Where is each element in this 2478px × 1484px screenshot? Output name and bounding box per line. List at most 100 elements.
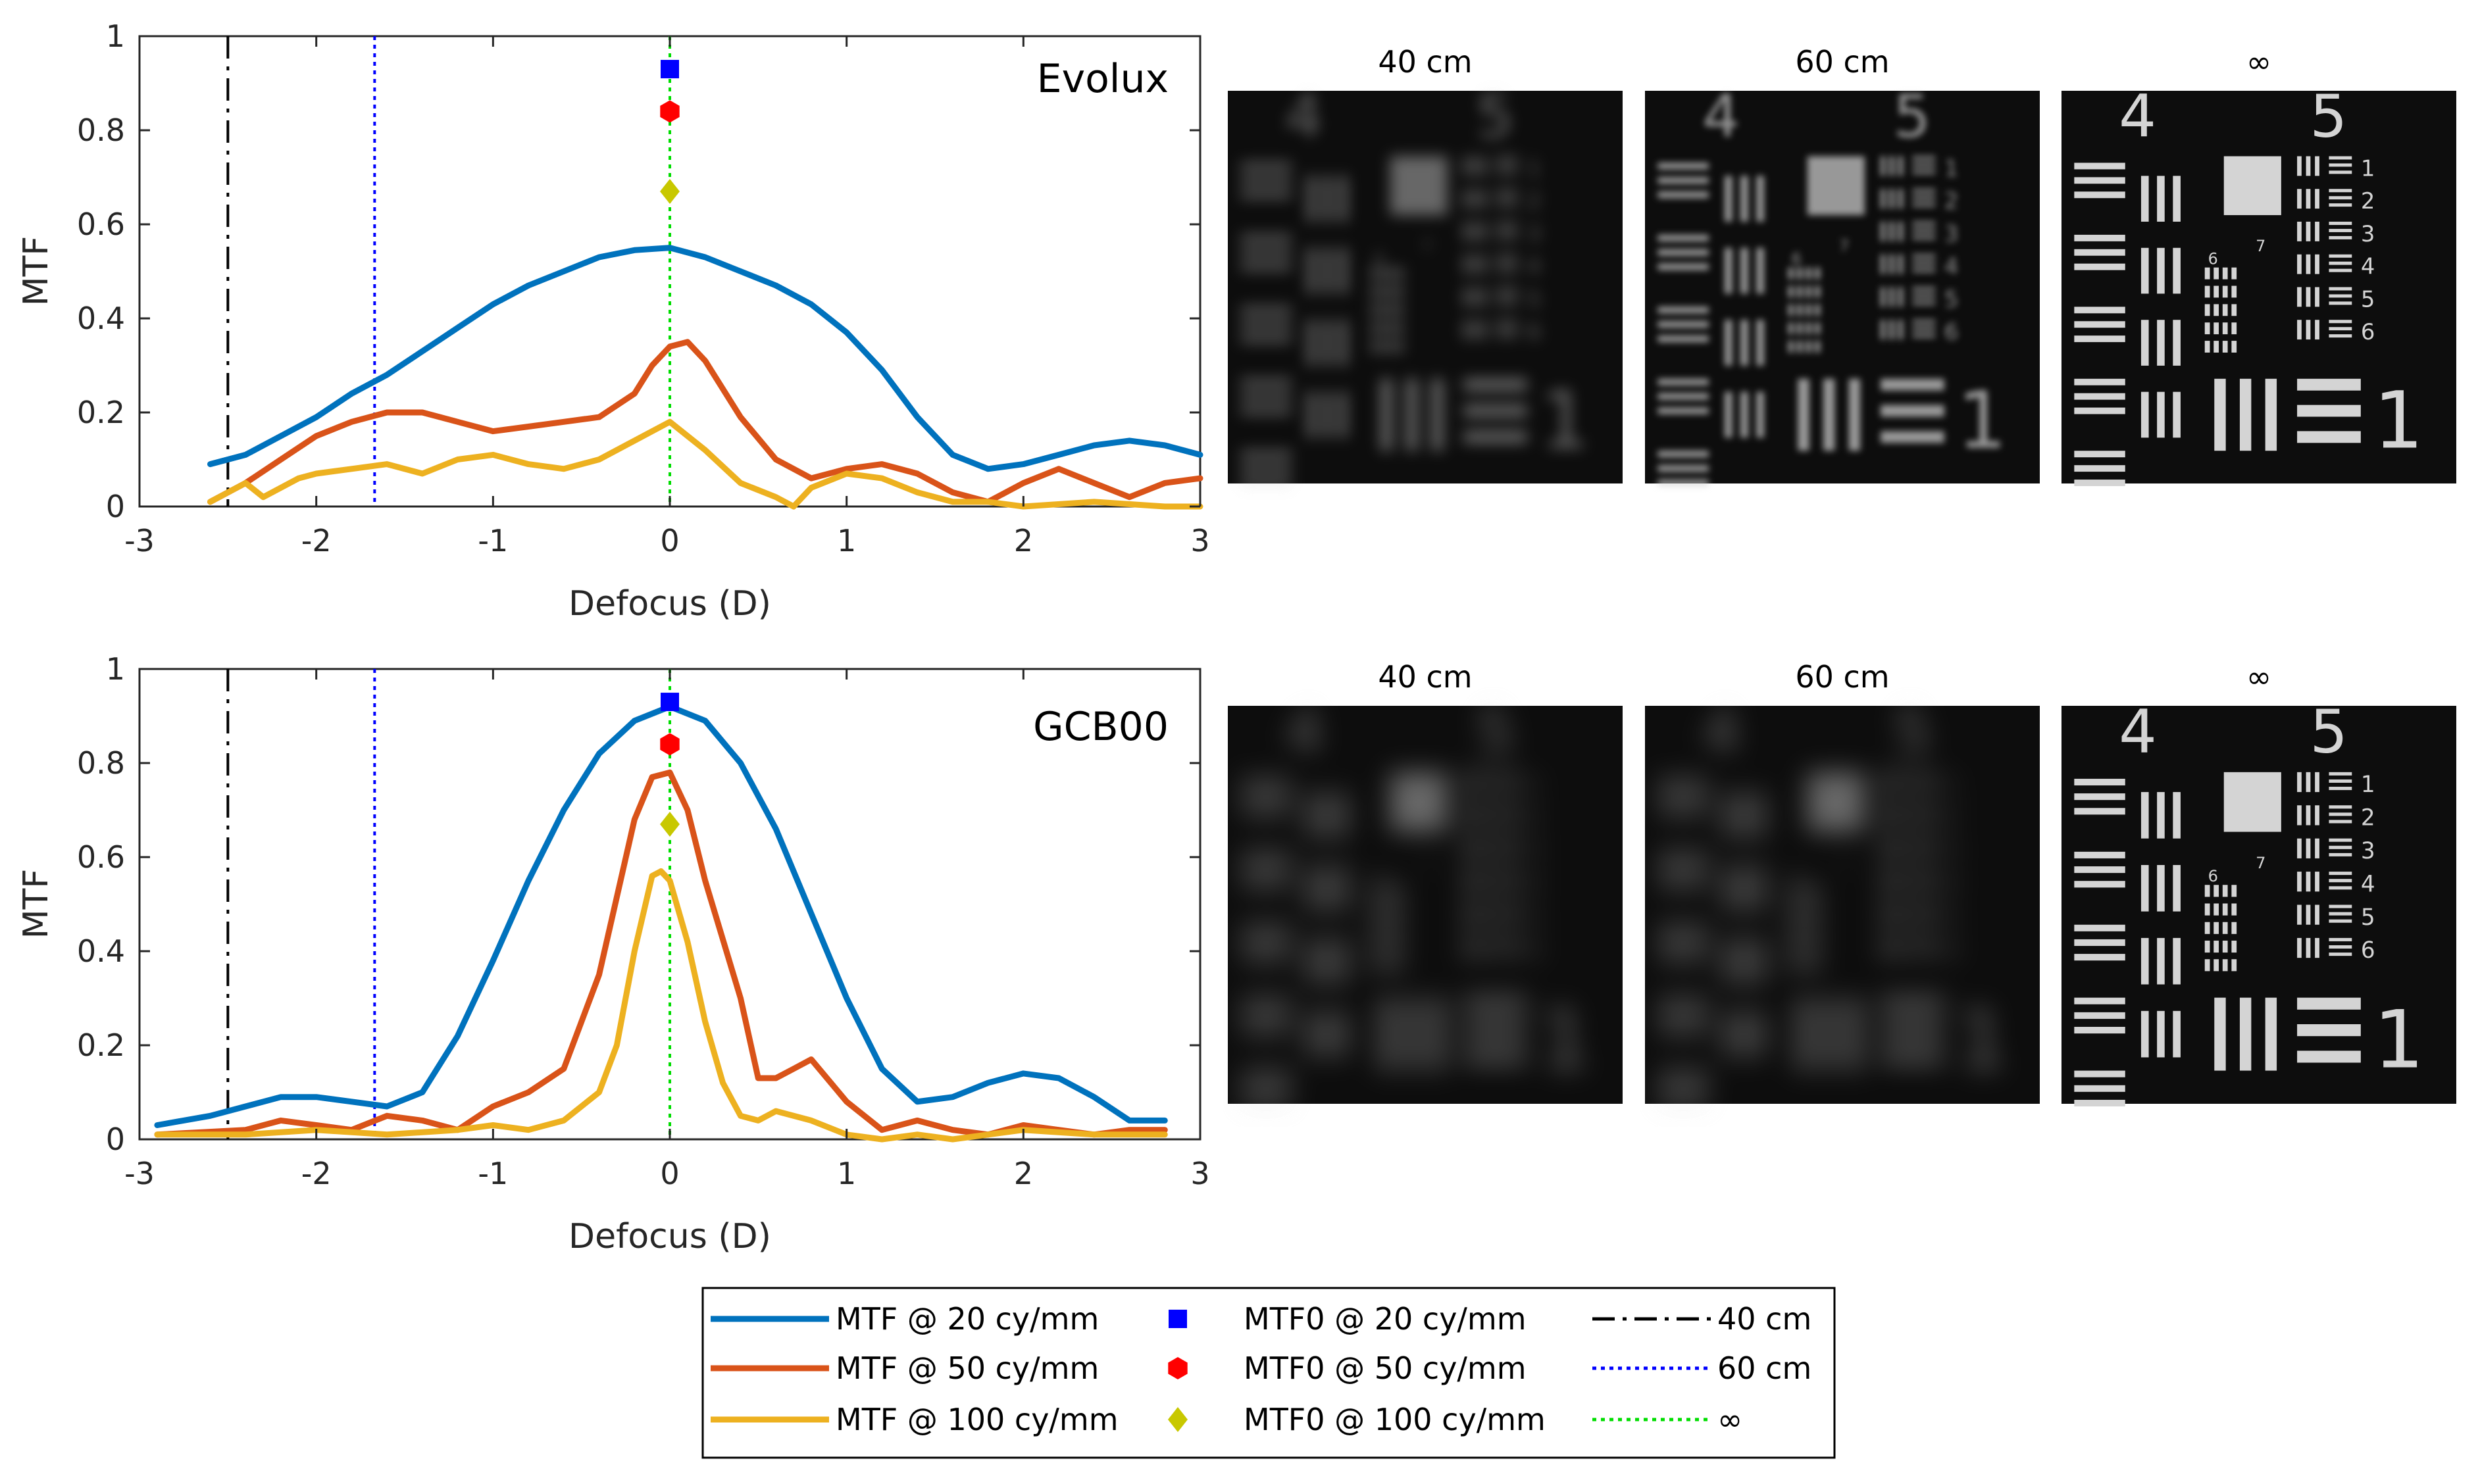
legend-label: MTF0 @ 100 cy/mm [1244,1402,1546,1437]
target-number: 2 [1944,188,1959,214]
target-number: 1 [1540,994,1590,1087]
y-tick-label: 0.4 [77,301,125,336]
target-number: 6 [2361,937,2375,964]
target-number: 4 [1285,83,1323,151]
mtf0-marker [660,733,680,756]
y-tick-label: 0.8 [77,745,125,781]
target-number: 1 [2373,375,2423,466]
legend-item: MTF0 @ 50 cy/mm [1168,1350,1527,1386]
target-number: 6 [2361,319,2375,345]
series-line [207,418,1203,510]
x-tick-label: 0 [660,523,679,558]
x-tick-label: -1 [478,523,508,558]
mtf0-marker [660,811,680,837]
target-number: 6 [2208,250,2218,268]
target-number: 4 [1702,698,1740,767]
target-number: 6 [1375,867,1384,885]
legend-label: MTF0 @ 50 cy/mm [1244,1350,1527,1386]
target-number: 5 [2361,286,2375,312]
target-number: 1 [1957,994,2008,1087]
target-number: 7 [2256,854,2265,872]
target-number: 7 [1422,237,1432,255]
mtf-chart-evolux: -3 -2 -1 0 1 2 3 0 0.2 0.4 0.6 0.8 1 Evolux Defocus… [16,18,1210,624]
x-tick-label: 1 [837,523,856,558]
target-number: 3 [2361,221,2375,247]
target-number: 6 [1944,319,1959,345]
legend-label: ∞ [1717,1402,1742,1437]
legend-label: MTF @ 100 cy/mm [836,1402,1119,1437]
legend-label: MTF @ 20 cy/mm [836,1301,1099,1337]
mtf0-marker [661,60,679,79]
target-number: 2 [1944,805,1959,831]
target-number: 2 [1527,805,1542,831]
legend-item: MTF @ 50 cy/mm [711,1350,1099,1386]
target-number: 1 [2361,155,2375,181]
x-tick-label: -3 [124,523,155,558]
legend-item: MTF @ 20 cy/mm [711,1301,1099,1337]
target-number: 6 [1527,937,1542,964]
x-tick-label: 1 [837,1156,856,1191]
y-tick-label: 0.2 [77,1027,125,1063]
x-axis-label: Defocus (D) [569,1217,771,1256]
target-number: 6 [1944,937,1959,964]
target-number: 5 [1893,698,1931,767]
target-number: 3 [1527,221,1542,247]
legend-label: 40 cm [1717,1301,1811,1337]
target-number: 5 [1527,904,1542,931]
target-number: 4 [2361,254,2375,280]
target-number: 4 [1702,83,1740,151]
y-tick-label: 0.8 [77,112,125,148]
legend-swatch [1169,1310,1187,1328]
target-number: 4 [1527,254,1542,280]
target-number: 6 [1792,250,1802,268]
target-number: 4 [2119,83,2156,151]
target-number: 6 [1527,319,1542,345]
image-caption: 60 cm [1795,659,1889,695]
x-tick-label: 2 [1014,523,1033,558]
panel-title: GCB00 [1033,704,1169,750]
y-axis-label: MTF [16,236,56,307]
target-number: 5 [1476,83,1513,151]
target-number: 6 [1375,250,1384,268]
y-tick-label: 1 [106,18,125,54]
legend-label: MTF @ 50 cy/mm [836,1350,1099,1386]
legend-box [701,1287,1836,1459]
y-axis-label: MTF [16,869,56,939]
legend-swatch [1168,1357,1188,1379]
x-tick-label: 3 [1190,523,1209,558]
target-number: 1 [2361,772,2375,798]
target-number: 7 [1422,854,1432,872]
legend-label: 60 cm [1717,1350,1811,1386]
x-tick-label: -3 [124,1156,155,1191]
y-tick-label: 0.4 [77,933,125,969]
target-number: 1 [1944,772,1959,798]
y-tick-label: 0.6 [77,207,125,242]
x-tick-label: 3 [1190,1156,1209,1191]
legend: MTF @ 20 cy/mm MTF @ 50 cy/mm MTF @ 100 cy… [701,1287,1836,1459]
x-tick-label: -1 [478,1156,508,1191]
y-tick-label: 0.6 [77,839,125,875]
target-number: 1 [1540,375,1590,466]
target-number: 5 [1893,83,1931,151]
target-number: 4 [1944,254,1959,280]
target-number: 5 [1944,286,1959,312]
mtf0-marker [661,693,679,712]
y-tick-label: 0 [106,489,125,524]
target-number: 4 [1527,871,1542,897]
target-number: 3 [1944,838,1959,864]
series-line [154,868,1168,1143]
target-number: 4 [1944,871,1959,897]
target-number: 6 [1792,867,1802,885]
target-number: 6 [2208,867,2218,885]
image-caption: ∞ [2246,44,2271,80]
